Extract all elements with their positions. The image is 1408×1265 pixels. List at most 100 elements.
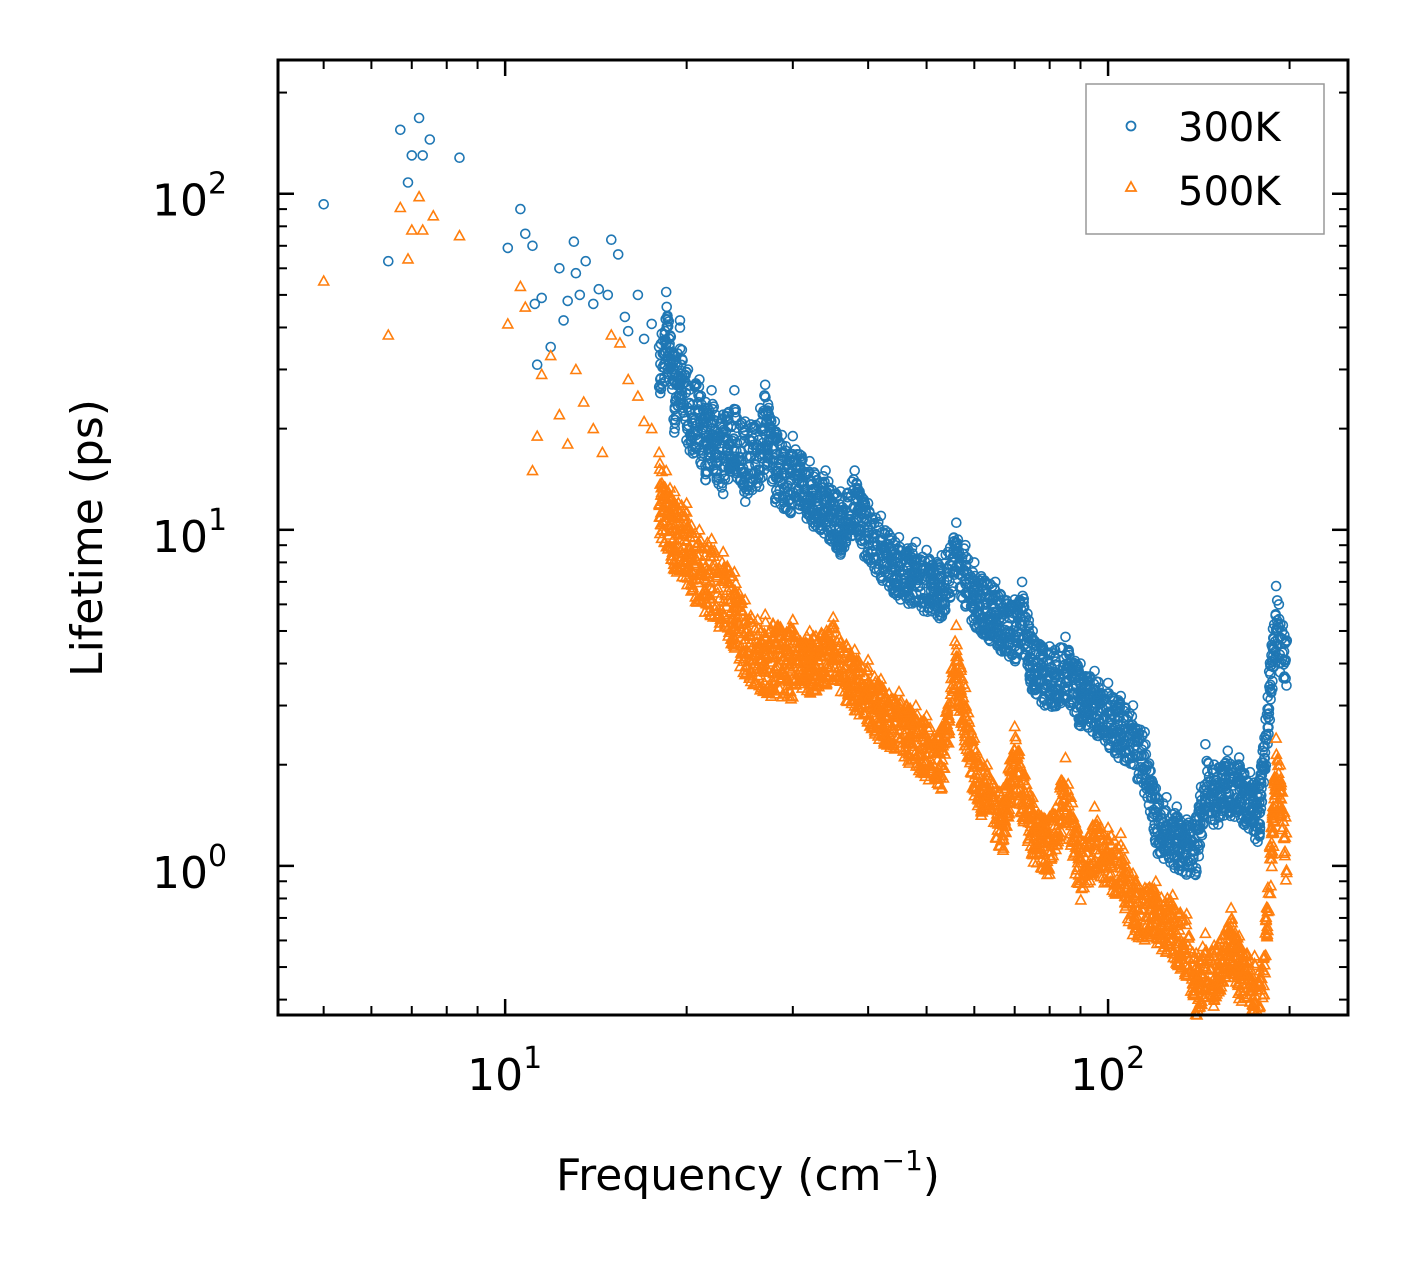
data-point <box>1101 820 1115 833</box>
data-point <box>1105 720 1117 731</box>
data-point <box>773 682 786 694</box>
data-point <box>796 452 808 464</box>
data-point <box>621 372 635 385</box>
data-point <box>1010 782 1023 794</box>
data-point <box>1095 687 1106 699</box>
data-point <box>818 486 830 498</box>
data-point <box>738 477 749 488</box>
data-point <box>1231 759 1242 771</box>
data-point <box>1126 710 1138 722</box>
data-point <box>1279 873 1293 885</box>
data-point <box>735 417 747 429</box>
data-point <box>656 515 670 528</box>
data-point <box>1171 801 1183 813</box>
data-point <box>743 612 756 624</box>
data-point <box>700 573 713 586</box>
data-point <box>1075 880 1088 893</box>
data-point <box>1256 757 1267 768</box>
data-point <box>868 689 881 702</box>
data-point <box>1228 772 1239 784</box>
data-point <box>790 444 801 455</box>
data-point <box>514 279 527 292</box>
data-point <box>858 508 870 519</box>
data-point <box>878 541 890 553</box>
data-point <box>868 517 880 529</box>
data-point <box>902 756 916 768</box>
data-point <box>965 766 978 778</box>
data-point <box>713 591 726 603</box>
data-point <box>746 421 758 433</box>
data-point <box>949 618 963 631</box>
data-point <box>1231 802 1242 814</box>
data-point <box>833 524 845 536</box>
data-point <box>810 492 821 504</box>
data-point <box>748 423 759 434</box>
data-point <box>1260 713 1271 725</box>
data-point <box>923 720 937 733</box>
data-point <box>1194 839 1206 851</box>
data-point <box>711 468 722 479</box>
data-point <box>716 545 730 557</box>
data-point <box>1204 793 1216 805</box>
data-point <box>717 488 729 500</box>
data-point <box>1049 690 1060 701</box>
data-point <box>773 454 785 466</box>
data-point <box>721 561 734 573</box>
data-point <box>1034 845 1048 858</box>
data-point <box>568 236 580 247</box>
data-point <box>1257 745 1268 757</box>
data-point <box>767 433 779 445</box>
data-point <box>1050 669 1062 681</box>
data-point <box>992 838 1006 851</box>
data-point <box>839 658 852 671</box>
data-point <box>867 552 879 563</box>
data-point <box>1272 633 1284 644</box>
data-point <box>936 596 948 607</box>
data-point <box>932 733 945 745</box>
data-point <box>1093 825 1106 837</box>
data-point <box>779 496 790 508</box>
data-point <box>1132 773 1143 785</box>
data-point <box>1110 846 1124 858</box>
data-point <box>1111 884 1125 896</box>
data-point <box>1146 909 1160 921</box>
data-point <box>914 766 928 778</box>
data-point <box>1023 631 1034 642</box>
data-point <box>762 457 774 468</box>
data-point <box>697 572 711 584</box>
data-point <box>426 209 440 221</box>
data-point <box>1030 639 1042 650</box>
data-point <box>991 785 1005 797</box>
data-point <box>704 608 718 621</box>
data-point <box>849 465 861 476</box>
data-point <box>723 569 737 581</box>
data-point <box>1180 819 1192 831</box>
data-point <box>704 581 717 593</box>
data-point <box>666 359 677 371</box>
data-point <box>1238 780 1250 792</box>
data-point <box>831 542 842 554</box>
data-point <box>536 292 548 304</box>
data-point <box>1205 806 1217 818</box>
data-point <box>922 746 936 758</box>
data-point <box>842 513 854 525</box>
data-point <box>818 629 832 642</box>
data-point <box>1026 796 1039 808</box>
data-point <box>1171 825 1183 837</box>
data-point <box>810 469 821 480</box>
data-point <box>751 612 764 625</box>
data-point <box>1222 745 1234 757</box>
data-point <box>1127 915 1140 927</box>
data-point <box>1208 819 1219 830</box>
data-point <box>724 463 736 475</box>
data-point <box>823 621 837 633</box>
data-point <box>1277 846 1291 858</box>
data-point <box>957 723 971 736</box>
data-point <box>701 407 713 419</box>
data-point <box>544 348 558 361</box>
data-point <box>1179 849 1190 861</box>
data-point <box>771 471 783 483</box>
data-point <box>1050 656 1062 667</box>
data-point <box>1069 655 1081 667</box>
data-point <box>743 671 757 683</box>
